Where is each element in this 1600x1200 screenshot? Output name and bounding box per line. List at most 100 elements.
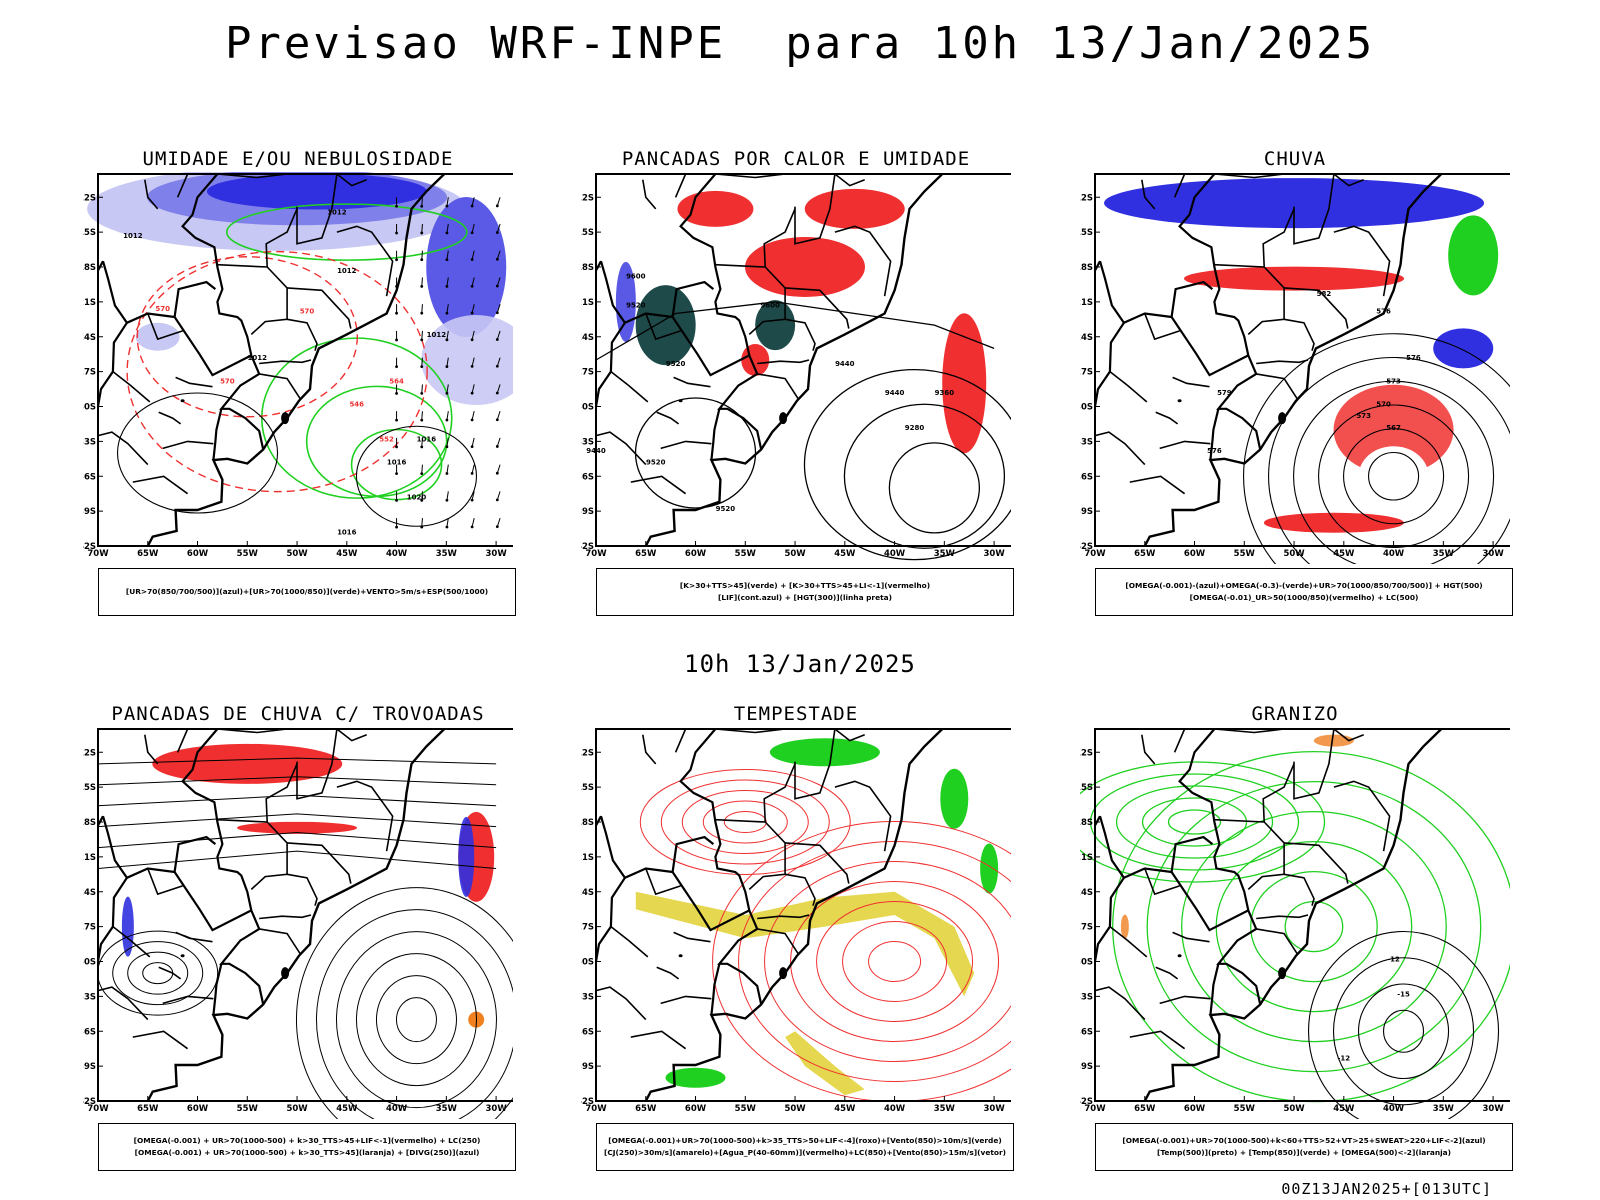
state-border xyxy=(834,225,892,297)
wind-vector-head xyxy=(420,391,424,395)
state-border xyxy=(1129,475,1186,495)
panel-pancadas-trovoadas: PANCADAS DE CHUVA C/ TROVOADAS 12S 15S 18S… xyxy=(83,703,516,1183)
state-border xyxy=(673,376,711,388)
lon-label: 55W xyxy=(237,549,259,559)
lon-label: 65W xyxy=(137,1104,159,1114)
state-border xyxy=(162,995,214,1005)
streamline xyxy=(316,909,513,1119)
wind-vector-head xyxy=(445,391,449,395)
panel-title: PANCADAS DE CHUVA C/ TROVOADAS xyxy=(111,703,485,725)
map-umidade[interactable]: 1012 1012 1012 1012 1012 1016 1016 1016 1020 570 5… xyxy=(83,172,513,564)
wind-vector-head xyxy=(420,338,424,342)
wind-vector-head xyxy=(395,392,398,395)
lon-label: 60W xyxy=(1184,549,1206,559)
state-border xyxy=(1214,818,1285,890)
state-border xyxy=(1256,914,1309,920)
wind-vector-head xyxy=(395,365,398,369)
state-border xyxy=(176,173,189,198)
lat-label: 42S xyxy=(1080,1097,1093,1107)
wind-vector-head xyxy=(495,391,499,395)
state-border xyxy=(630,475,687,495)
map-frame: 12S 15S 18S 21S 24S 27S 30S 33S 36S 39S 42S70W 65W 6… xyxy=(83,173,513,559)
map-base xyxy=(1093,728,1443,1102)
state-border xyxy=(1159,995,1211,1005)
temp850-contour xyxy=(1167,809,1222,835)
lat-label: 39S xyxy=(83,1062,96,1072)
state-border xyxy=(656,411,680,425)
map-tempestade[interactable]: 12S 15S 18S 21S 24S 27S 30S 33S 36S 39S 42S70W 65W 6… xyxy=(581,727,1011,1119)
country-border xyxy=(679,173,763,450)
state-border xyxy=(757,928,799,954)
map-pancadas-trovoadas[interactable]: 12S 15S 18S 21S 24S 27S 30S 33S 36S 39S 42S70W 65W 6… xyxy=(83,727,513,1119)
precip-water-contour xyxy=(738,841,1011,1082)
state-border xyxy=(336,173,367,187)
wind-vector-head xyxy=(420,365,424,369)
state-border xyxy=(287,287,352,329)
lon-label: 60W xyxy=(1184,1104,1206,1114)
wind-vector xyxy=(446,330,449,340)
hgt-contour xyxy=(843,403,1006,549)
panel-title: CHUVA xyxy=(1263,148,1327,170)
lat-label: 12S xyxy=(581,193,594,203)
contour-label: 9520 xyxy=(626,302,646,310)
wind-vector-head xyxy=(420,472,424,475)
state-border xyxy=(757,359,810,365)
state-border xyxy=(1144,313,1180,341)
map-chuva[interactable]: 58257657657357357056757657912S15S18S21S2… xyxy=(1080,172,1510,564)
state-border xyxy=(1173,728,1186,753)
lat-label: 18S xyxy=(1080,263,1093,273)
precip-water-contour xyxy=(868,941,922,982)
lat-label: 18S xyxy=(83,818,96,828)
state-border xyxy=(1214,173,1285,179)
lon-label: 40W xyxy=(884,1104,906,1114)
country-border xyxy=(101,260,175,325)
lon-label: 45W xyxy=(834,549,856,559)
map-pancadas-calor[interactable]: 9600 9520 9520 9600 9440 9440 9360 9280 9520 9520… xyxy=(581,172,1011,564)
precip-water-contour xyxy=(702,800,788,844)
lon-label: 30W xyxy=(1482,549,1504,559)
lon-label: 70W xyxy=(585,1104,607,1114)
map-frame: 12S 15S 18S 21S 24S 27S 30S 33S 36S 39S 42S70W 65W 6… xyxy=(83,728,513,1114)
lake xyxy=(1177,399,1182,403)
state-border xyxy=(176,728,189,753)
lat-label: 24S xyxy=(83,888,96,898)
state-border xyxy=(1094,986,1146,1021)
state-border xyxy=(794,173,836,245)
state-border xyxy=(147,313,183,341)
precip-water-contour xyxy=(681,790,809,854)
panel-legend: [OMEGA(-0.001)+UR>70(1000-500)+k<60+TTS>… xyxy=(1095,1123,1513,1171)
country-border xyxy=(1098,260,1172,325)
map-granizo[interactable]: -12 -15 -12 12S 15S 18S 21S 24S 27S 30S 33S 36S 39S 4… xyxy=(1080,727,1510,1119)
wind-vector-head xyxy=(470,471,474,475)
contour-label: 9520 xyxy=(666,360,686,368)
wind-vector-head xyxy=(445,418,449,422)
legend-line: [UR>70(850/700/500)](azul)+[UR>70(1000/8… xyxy=(125,587,489,596)
lake xyxy=(678,399,683,403)
country-border xyxy=(710,408,721,461)
legend-line: [OMEGA(-0.001)+UR>70(1000-500)+k>35_TTS>… xyxy=(608,1136,1002,1145)
lon-label: 40W xyxy=(884,549,906,559)
wind-vector xyxy=(471,384,475,394)
state-border xyxy=(1159,440,1211,450)
wind-vector-head xyxy=(445,311,449,315)
state-border xyxy=(595,431,647,466)
wind-vector xyxy=(471,491,475,501)
wind-vector xyxy=(471,411,475,421)
country-border xyxy=(1209,963,1220,1016)
wind-vector-head xyxy=(445,498,449,502)
wind-vector xyxy=(496,250,501,260)
wind-vector xyxy=(496,304,501,313)
country-border xyxy=(1170,280,1249,377)
wind-vector xyxy=(421,277,423,287)
state-border xyxy=(1109,370,1148,403)
wind-vector xyxy=(421,197,423,207)
contour-label: 564 xyxy=(389,377,404,385)
wind-vector-head xyxy=(395,231,398,235)
streamline xyxy=(142,962,174,985)
wind-vector xyxy=(471,357,475,367)
omega-hole xyxy=(1358,446,1429,507)
wind-vector xyxy=(446,250,449,260)
contour-label: 1016 xyxy=(417,435,437,443)
streamline xyxy=(296,887,513,1119)
state-border xyxy=(296,173,338,245)
